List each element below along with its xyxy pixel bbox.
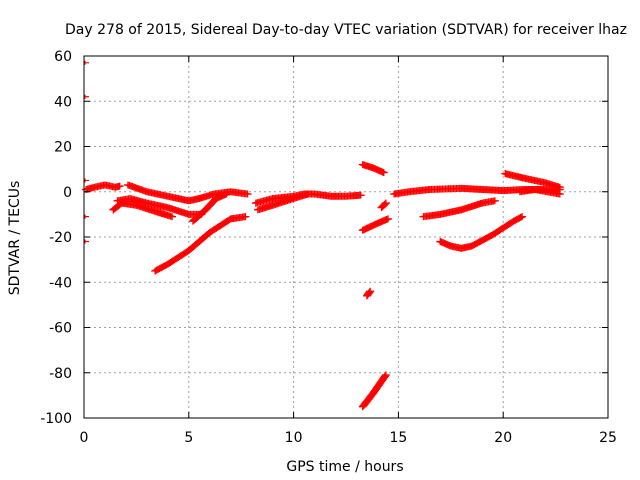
y-tick-label: -100 — [40, 411, 72, 427]
y-tick-label: 40 — [54, 94, 72, 110]
data-point — [241, 213, 250, 221]
x-tick-label: 15 — [389, 430, 407, 446]
series-arc-8 — [253, 190, 313, 214]
edge-data-point — [84, 239, 89, 244]
series-arc-10 — [358, 215, 392, 234]
data-point — [383, 215, 392, 223]
x-tick-label: 20 — [494, 430, 512, 446]
series-arc-16 — [436, 213, 527, 252]
series-arc-13 — [358, 371, 390, 411]
y-tick-label: -20 — [49, 230, 72, 246]
series-arc-11 — [377, 199, 390, 212]
chart-title: Day 278 of 2015, Sidereal Day-to-day VTE… — [65, 22, 627, 38]
x-tick-label: 5 — [184, 430, 193, 446]
data-point — [518, 213, 527, 221]
series-arc-12 — [362, 287, 375, 300]
x-tick-label: 0 — [80, 430, 89, 446]
series-arc-5 — [188, 190, 231, 225]
series-arc-9 — [358, 161, 388, 177]
data-point — [379, 169, 388, 177]
data-point — [304, 190, 313, 198]
y-tick-label: -40 — [49, 275, 72, 291]
edge-data-point — [84, 178, 89, 183]
edge-data-point — [84, 94, 89, 99]
y-tick-label: 20 — [54, 140, 72, 156]
series-arc-2 — [124, 181, 252, 205]
series-arc-6 — [151, 213, 250, 275]
x-tick-label: 25 — [599, 430, 617, 446]
y-tick-label: 0 — [63, 185, 72, 201]
series-arc-15 — [419, 197, 499, 221]
grid-lines — [84, 56, 608, 418]
edge-data-point — [84, 60, 89, 65]
data-point — [366, 287, 375, 295]
data-point — [356, 191, 365, 199]
data-point — [365, 288, 374, 296]
edge-data-point — [84, 214, 89, 219]
data-point — [381, 199, 390, 207]
data-point — [380, 372, 389, 380]
data-point — [222, 190, 231, 198]
data-point — [243, 190, 252, 198]
y-tick-label: 60 — [54, 49, 72, 65]
data-point — [115, 182, 124, 190]
x-tick-label: 10 — [285, 430, 303, 446]
y-axis-label: SDTVAR / TECUs — [7, 181, 23, 296]
x-axis-label: GPS time / hours — [286, 459, 403, 475]
data-point — [381, 371, 390, 379]
axis-ticks: 0 5 10 15 20 25 -100 -80 -60 -40 -20 0 20 40 60 — [40, 49, 617, 446]
data-point — [516, 213, 525, 221]
series-arc-17 — [501, 170, 564, 191]
y-tick-label: -80 — [49, 366, 72, 382]
data-point — [168, 213, 177, 221]
y-tick-label: -60 — [49, 321, 72, 337]
data-point — [490, 197, 499, 205]
data-point — [555, 190, 564, 198]
data-point — [380, 200, 389, 208]
data-point — [555, 183, 564, 191]
series-arc-18 — [515, 185, 564, 198]
data-marks — [82, 60, 564, 411]
